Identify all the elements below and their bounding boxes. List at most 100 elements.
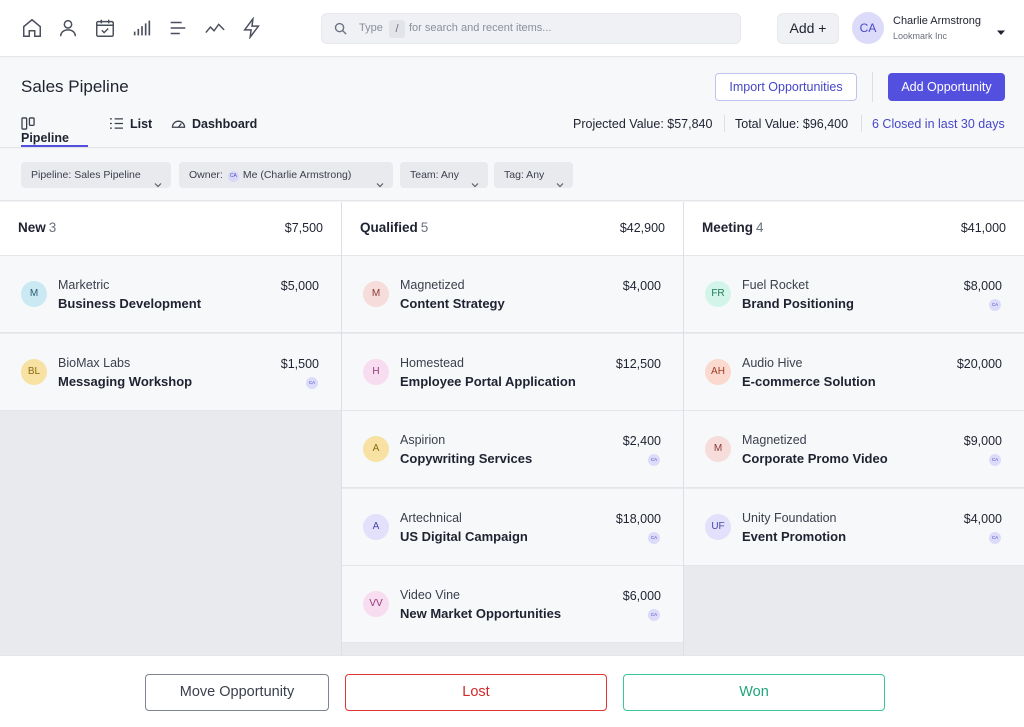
list-icon [109, 117, 124, 130]
opportunity-value: $8,000 [963, 279, 1002, 293]
owner-filter[interactable]: Owner: CA Me (Charlie Armstrong) [179, 162, 393, 188]
chevron-down-icon [471, 172, 479, 188]
calendar-check-icon[interactable] [94, 17, 116, 39]
opportunity-card[interactable]: UF Unity Foundation Event Promotion $4,000 C… [684, 488, 1024, 566]
opportunity-name: E-commerce Solution [742, 373, 876, 389]
opportunity-value: $6,000 [622, 589, 661, 603]
opportunity-value: $5,000 [280, 279, 319, 293]
column-count: 3 [48, 220, 57, 235]
tag-filter[interactable]: Tag: Any [494, 162, 573, 188]
column-divider [683, 202, 684, 655]
company-avatar: AH [705, 358, 731, 385]
company-name: Fuel Rocket [742, 278, 809, 292]
opportunity-card[interactable]: M Magnetized Content Strategy $4,000 [342, 256, 683, 333]
page-header: Sales Pipeline Import Opportunities Add … [0, 58, 1024, 148]
opportunity-card[interactable]: H Homestead Employee Portal Application $12… [342, 333, 683, 411]
team-filter-label: Team: Any [410, 169, 460, 181]
owner-avatar: CA [648, 531, 660, 544]
move-opportunity-button[interactable]: Move Opportunity [145, 674, 329, 711]
opportunity-card[interactable]: A Aspirion Copywriting Services $2,400 CA [342, 411, 683, 488]
owner-filter-value: Me (Charlie Armstrong) [242, 169, 352, 181]
add-button[interactable]: Add + [777, 13, 839, 44]
closed-recent-link[interactable]: 6 Closed in last 30 days [872, 117, 1005, 131]
chevron-down-icon [556, 172, 564, 188]
opportunity-card[interactable]: M Marketric Business Development $5,000 [0, 256, 341, 333]
projected-value: Projected Value: $57,840 [573, 117, 713, 131]
total-value: Total Value: $96,400 [735, 117, 849, 131]
opportunity-card[interactable]: A Artechnical US Digital Campaign $18,000 CA [342, 488, 683, 566]
tab-dashboard[interactable]: Dashboard [171, 117, 257, 147]
owner-avatar: CA [648, 454, 660, 466]
search-bar[interactable]: Type / for search and recent items... [321, 13, 741, 44]
company-name: Video Vine [400, 588, 461, 602]
owner-avatar: CA [227, 171, 239, 182]
pipeline-columns-icon [21, 117, 36, 130]
column-divider [341, 202, 342, 655]
opportunity-value: $12,500 [615, 356, 661, 371]
company-name: Magnetized [742, 433, 807, 447]
lost-button[interactable]: Lost [345, 674, 607, 711]
opportunity-value: $1,500 [280, 356, 319, 371]
trend-line-icon[interactable] [204, 17, 226, 39]
tab-pipeline[interactable]: Pipeline [21, 117, 88, 147]
user-icon[interactable] [57, 17, 79, 39]
opportunity-card[interactable]: M Magnetized Corporate Promo Video $9,000 CA [684, 411, 1024, 488]
opportunity-name: Content Strategy [400, 296, 505, 311]
tab-list[interactable]: List [109, 117, 152, 147]
opportunity-name: Employee Portal Application [400, 373, 576, 389]
opportunity-value: $20,000 [956, 356, 1002, 371]
chevron-down-icon[interactable] [996, 24, 1006, 35]
opportunity-name: US Digital Campaign [400, 528, 528, 544]
bar-chart-icon[interactable] [131, 17, 153, 39]
import-opportunities-button[interactable]: Import Opportunities [715, 73, 857, 101]
tab-list-label: List [130, 117, 153, 131]
search-placeholder: for search and recent items... [409, 22, 552, 34]
pipeline-board: New 3 $7,500 M Marketric Business Development… [0, 202, 1024, 655]
company-name: Homestead [400, 355, 464, 370]
column-header: Qualified 5 $42,900 [342, 202, 683, 256]
add-opportunity-button[interactable]: Add Opportunity [888, 73, 1005, 101]
chevron-down-icon [376, 172, 384, 188]
opportunity-card[interactable]: BL BioMax Labs Messaging Workshop $1,500 CA [0, 333, 341, 411]
column-header: New 3 $7,500 [0, 202, 341, 256]
owner-avatar: CA [306, 376, 318, 389]
owner-avatar: CA [989, 531, 1001, 544]
company-avatar: M [21, 281, 47, 307]
opportunity-card[interactable]: AH Audio Hive E-commerce Solution $20,000 [684, 333, 1024, 411]
top-navigation: Type / for search and recent items... Ad… [0, 0, 1024, 57]
lightning-icon[interactable] [241, 16, 263, 40]
opportunity-name: Copywriting Services [400, 451, 533, 466]
tag-filter-label: Tag: Any [504, 169, 545, 181]
opportunity-value: $9,000 [963, 434, 1002, 448]
column-title: New 3 [18, 220, 56, 235]
home-icon[interactable] [21, 17, 43, 39]
company-avatar: H [363, 358, 389, 385]
opportunity-value: $4,000 [622, 279, 661, 293]
pipeline-filter[interactable]: Pipeline: Sales Pipeline [21, 162, 171, 188]
won-button[interactable]: Won [623, 674, 885, 711]
column-name: Meeting [702, 220, 754, 235]
pipeline-column: New 3 $7,500 M Marketric Business Development… [0, 202, 341, 655]
menu-icon[interactable] [167, 17, 189, 39]
column-total: $41,000 [960, 221, 1006, 235]
chevron-down-icon [154, 172, 162, 188]
opportunity-name: Business Development [58, 296, 202, 311]
opportunity-card[interactable]: FR Fuel Rocket Brand Positioning $8,000 CA [684, 256, 1024, 333]
column-total: $42,900 [619, 221, 665, 235]
opportunity-name: Brand Positioning [742, 296, 854, 311]
search-shortcut-key: / [389, 20, 405, 38]
team-filter[interactable]: Team: Any [400, 162, 488, 188]
avatar[interactable]: CA [852, 12, 884, 44]
tab-dashboard-label: Dashboard [192, 117, 258, 131]
opportunity-value: $4,000 [963, 511, 1002, 526]
opportunity-value: $2,400 [622, 434, 661, 448]
company-name: Unity Foundation [742, 510, 837, 525]
column-total: $7,500 [284, 221, 323, 235]
company-name: Magnetized [400, 278, 465, 292]
opportunity-card[interactable]: VV Video Vine New Market Opportunities $6,0… [342, 566, 683, 643]
column-header: Meeting 4 $41,000 [684, 202, 1024, 256]
company-name: BioMax Labs [58, 355, 131, 370]
pipeline-column: Meeting 4 $41,000 FR Fuel Rocket Brand Positi… [684, 202, 1024, 655]
page-title: Sales Pipeline [21, 77, 129, 96]
stats-divider [861, 115, 862, 132]
